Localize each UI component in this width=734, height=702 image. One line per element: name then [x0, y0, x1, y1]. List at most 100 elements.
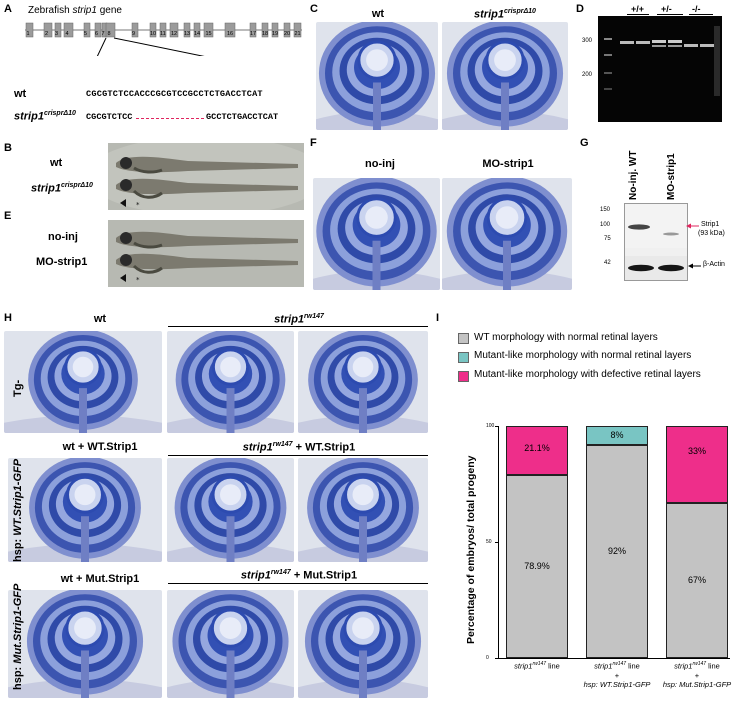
gene-title: Zebrafish strip1 gene	[28, 5, 122, 16]
legend-item-3: Mutant-like morphology with defective re…	[474, 369, 701, 380]
g-marker-42: 42	[604, 260, 611, 266]
x-label-gene: strip1	[594, 661, 613, 671]
c-mut-label: strip1crisprΔ10	[440, 8, 570, 21]
chart-y-tick	[495, 542, 498, 543]
c-mut-label-sup: crisprΔ10	[504, 8, 536, 15]
exon-box	[63, 22, 74, 38]
h-wt-mut-eye	[8, 590, 162, 698]
bar-value-label: 21.1%	[524, 443, 550, 454]
f-noinj-label: no-inj	[365, 158, 395, 170]
exon-box	[224, 22, 236, 38]
exon-number: 6	[95, 31, 99, 37]
exon-number: 10	[150, 31, 157, 37]
seq-mut-left: CGCGTCTCC	[86, 112, 133, 122]
d-lane-bar-3	[689, 14, 713, 15]
bar-segment	[586, 444, 648, 658]
panel-label-b: B	[4, 142, 12, 154]
seq-mut-right: GCCTCTGACCTCAT	[206, 112, 279, 122]
h-col-mut-base: strip1	[274, 313, 305, 326]
exon-box	[203, 22, 214, 38]
h-row-wt-text: WT.Strip1-GFP	[12, 458, 24, 536]
exon-number: 12	[171, 31, 178, 37]
h-mut-mut-eye-2	[298, 590, 428, 698]
d-lane-hom: -/-	[692, 4, 701, 14]
legend-item-2: Mutant-like morphology with normal retin…	[474, 350, 692, 361]
h-mut-plus-wt: strip1rw147 + WT.Strip1	[168, 441, 430, 454]
exon-box	[183, 22, 191, 38]
g-strip1-arrow	[686, 223, 699, 229]
h-col-mut-sup: rw147	[304, 313, 324, 320]
b-larvae-image: *	[108, 143, 304, 210]
panel-label-g: G	[580, 137, 589, 149]
h-row-mut-pre: hsp:	[12, 663, 24, 690]
b-mut-label-sup: crisprΔ10	[60, 182, 93, 189]
g-blot-image	[624, 203, 688, 281]
h-mut-tg-eye-2	[298, 331, 428, 433]
x-label-construct: hsp: Mut.Strip1-GFP	[662, 679, 732, 689]
legend-item-1: WT morphology with normal retinal layers	[474, 332, 658, 343]
gene-title-post: gene	[96, 5, 122, 16]
exon-map	[25, 22, 302, 56]
bar-segment	[666, 502, 728, 658]
chart-y-tick	[495, 658, 498, 659]
exon-box	[43, 22, 53, 38]
bar-segment	[506, 474, 568, 658]
x-label-allele: rw147	[532, 661, 547, 667]
exon-number: 16	[227, 31, 234, 37]
g-lane-mo: MO-strip1	[666, 153, 677, 200]
x-label-plus: +	[614, 670, 620, 680]
exon-number: 7	[101, 31, 105, 37]
panel-label-a: A	[4, 3, 12, 15]
h-row-mut-text: Mut.Strip1-GFP	[12, 583, 24, 664]
x-label-line: line	[546, 661, 560, 671]
h-wt-plus-mut: wt + Mut.Strip1	[60, 573, 140, 585]
deletion-dashes	[136, 118, 204, 119]
x-label-line: line	[626, 661, 640, 671]
bar-value-label: 33%	[687, 446, 706, 456]
h-col-wt: wt	[93, 313, 107, 325]
b-mut-label: strip1crisprΔ10	[31, 182, 93, 195]
h-mut-plus-mut-underline	[168, 583, 428, 584]
exon-number: 13	[184, 31, 191, 37]
legend-swatch-pink	[458, 371, 469, 382]
seq-wt: CGCGTCTCCACCCGCGTCCGCCTCTGACCTCAT	[86, 89, 263, 99]
c-mut-label-base: strip1	[474, 8, 504, 21]
x-label-allele: rw147	[692, 661, 707, 667]
legend-swatch-gray	[458, 333, 469, 344]
x-label-line: line	[706, 661, 720, 671]
exon-number: 15	[205, 31, 212, 37]
exon-number: 1	[26, 31, 30, 37]
chart-x-tick-label: strip1rw147 line + hsp: WT.Strip1-GFP	[570, 660, 664, 689]
h-wt-wt-eye	[8, 458, 162, 562]
e-mo-label: MO-strip1	[36, 256, 88, 268]
exon-box	[149, 22, 157, 38]
exon-number-row: 1 2 3 4 5 6 7 8 9 10 11 12 13 14 15 16 17 18 19 20 21	[22, 31, 304, 41]
panel-label-i: I	[436, 312, 440, 324]
h-mut-plus-wt-base: strip1	[242, 441, 273, 454]
e-larvae-image: *	[108, 220, 304, 287]
d-lane-bar-1	[627, 14, 649, 15]
g-actin-label: β-Actin	[703, 261, 725, 268]
g-strip1-label: Strip1	[701, 221, 720, 228]
chart-y-tick-label: 100	[486, 423, 495, 429]
exon-number: 9	[132, 31, 136, 37]
panel-label-d: D	[576, 3, 584, 15]
exon-number: 8	[107, 31, 111, 37]
d-marker-300: 300	[582, 38, 593, 44]
bar-segment	[506, 426, 568, 475]
d-marker-200: 200	[582, 72, 593, 78]
exon-box	[159, 22, 167, 38]
g-lane-noinj: No-inj. WT	[628, 150, 639, 200]
exon-box	[293, 22, 302, 38]
exon-box	[193, 22, 201, 38]
h-col-mut: strip1rw147	[168, 313, 430, 326]
exon-box	[249, 22, 257, 38]
seq-wt-label: wt	[14, 88, 27, 100]
h-mut-plus-wt-rest: + WT.Strip1	[295, 441, 356, 454]
seq-mut-label-sup: crisprΔ10	[43, 110, 76, 117]
e-noinj-label: no-inj	[48, 231, 78, 243]
exon-box	[83, 22, 91, 38]
x-label-allele: rw147	[612, 661, 627, 667]
legend-swatch-teal	[458, 352, 469, 363]
d-gel-image	[598, 16, 722, 122]
